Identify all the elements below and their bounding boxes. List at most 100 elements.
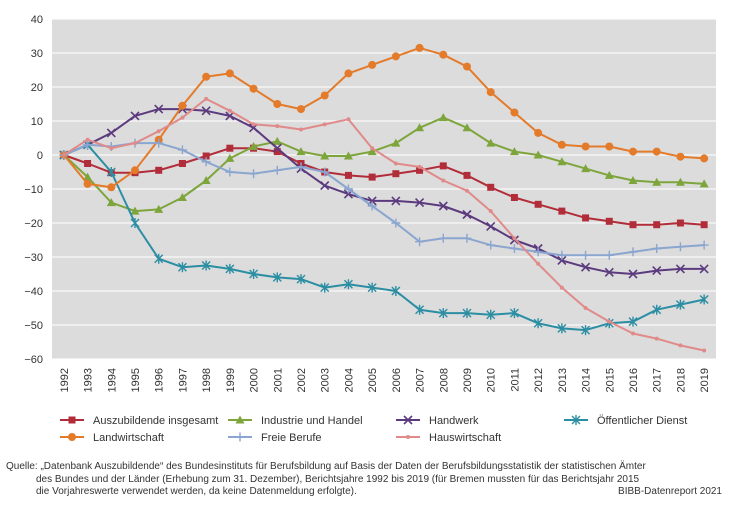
data-point bbox=[83, 179, 92, 188]
legend-label: Handwerk bbox=[429, 415, 479, 427]
data-point bbox=[463, 171, 471, 179]
data-point bbox=[465, 188, 469, 193]
data-point bbox=[272, 272, 282, 283]
data-point bbox=[488, 209, 493, 214]
x-tick-label: 2001 bbox=[272, 368, 284, 392]
data-point bbox=[439, 50, 448, 59]
data-point bbox=[652, 304, 662, 315]
data-point bbox=[201, 106, 211, 116]
x-tick-label: 2010 bbox=[486, 368, 498, 392]
data-point bbox=[463, 62, 471, 71]
data-point bbox=[581, 325, 591, 336]
data-point bbox=[178, 160, 186, 167]
data-point bbox=[510, 108, 519, 117]
x-tick-label: 1998 bbox=[201, 368, 213, 392]
data-point bbox=[320, 167, 330, 177]
data-point bbox=[83, 172, 93, 181]
x-tick-label: 1994 bbox=[106, 368, 118, 392]
data-point bbox=[367, 201, 377, 211]
data-point bbox=[370, 146, 375, 151]
data-point bbox=[177, 262, 187, 273]
legend-label: Freie Berufe bbox=[261, 432, 322, 444]
data-point bbox=[275, 124, 280, 129]
data-point bbox=[367, 282, 377, 293]
legend-label: Industrie und Handel bbox=[261, 415, 363, 427]
data-point bbox=[391, 52, 400, 61]
x-tick-label: 1993 bbox=[83, 368, 95, 392]
data-point bbox=[652, 266, 662, 276]
data-point bbox=[557, 140, 566, 149]
data-point bbox=[201, 176, 211, 184]
data-point bbox=[130, 218, 140, 228]
data-point bbox=[438, 113, 448, 122]
data-point bbox=[439, 162, 447, 170]
data-point bbox=[106, 198, 116, 207]
data-point bbox=[180, 115, 185, 120]
data-point bbox=[581, 142, 590, 151]
data-point bbox=[534, 200, 542, 208]
data-point bbox=[61, 153, 66, 157]
data-point bbox=[533, 150, 543, 159]
data-point bbox=[559, 285, 564, 290]
data-point bbox=[604, 250, 614, 260]
data-point bbox=[416, 166, 424, 174]
series-line bbox=[63, 46, 705, 189]
x-tick-label: 2013 bbox=[557, 368, 569, 392]
data-point bbox=[322, 122, 327, 127]
y-tick-label: −20 bbox=[24, 218, 43, 230]
legend-item: Industrie und Handel bbox=[228, 415, 363, 427]
data-point bbox=[393, 161, 398, 166]
data-point bbox=[652, 177, 662, 186]
data-point bbox=[558, 207, 566, 215]
legend-label: Hauswirtschaft bbox=[429, 432, 501, 444]
data-point bbox=[512, 236, 517, 241]
data-point bbox=[320, 181, 330, 191]
data-point bbox=[299, 127, 303, 132]
data-point bbox=[249, 142, 259, 150]
data-point bbox=[678, 343, 683, 348]
legend: Auszubildende insgesamt Industrie und Han… bbox=[60, 415, 687, 444]
data-point bbox=[249, 269, 259, 279]
data-point bbox=[296, 274, 306, 285]
series-lines bbox=[59, 43, 709, 353]
data-point bbox=[130, 206, 140, 215]
x-tick-label: 2011 bbox=[509, 368, 521, 392]
x-tick-label: 2015 bbox=[604, 368, 616, 392]
data-point bbox=[226, 144, 234, 152]
x-tick-label: 2019 bbox=[699, 368, 711, 392]
data-point bbox=[605, 142, 614, 151]
data-point bbox=[202, 152, 210, 160]
data-point bbox=[604, 170, 614, 179]
data-point bbox=[406, 435, 410, 439]
y-tick-label: −30 bbox=[24, 252, 43, 264]
data-point bbox=[557, 250, 567, 260]
x-tick-label: 1999 bbox=[225, 368, 237, 392]
data-point bbox=[320, 91, 329, 100]
data-point bbox=[628, 247, 638, 257]
data-point bbox=[676, 219, 684, 227]
series-3 bbox=[59, 139, 709, 336]
data-point bbox=[536, 261, 541, 266]
data-point bbox=[68, 416, 76, 424]
data-point bbox=[676, 152, 685, 161]
data-point bbox=[273, 148, 281, 156]
data-point bbox=[177, 145, 187, 155]
data-point bbox=[607, 319, 612, 324]
data-point bbox=[131, 166, 139, 175]
data-point bbox=[415, 43, 424, 52]
data-point bbox=[581, 164, 591, 173]
data-point bbox=[415, 304, 425, 315]
x-tick-label: 2008 bbox=[438, 368, 450, 392]
data-point bbox=[320, 151, 330, 160]
data-point bbox=[68, 433, 76, 441]
data-point bbox=[534, 128, 543, 137]
data-point bbox=[415, 198, 425, 208]
data-point bbox=[392, 170, 400, 178]
y-axis: 40 30 20 10 0 −10 −20 −30 −40 −50 −60 bbox=[24, 14, 43, 366]
series-line bbox=[63, 108, 705, 275]
data-point bbox=[272, 136, 282, 145]
source-note-line-3: die Vorjahreswerte verwendet werden, da … bbox=[36, 486, 357, 497]
data-point bbox=[702, 348, 707, 353]
data-point bbox=[462, 308, 472, 319]
data-point bbox=[438, 233, 448, 243]
